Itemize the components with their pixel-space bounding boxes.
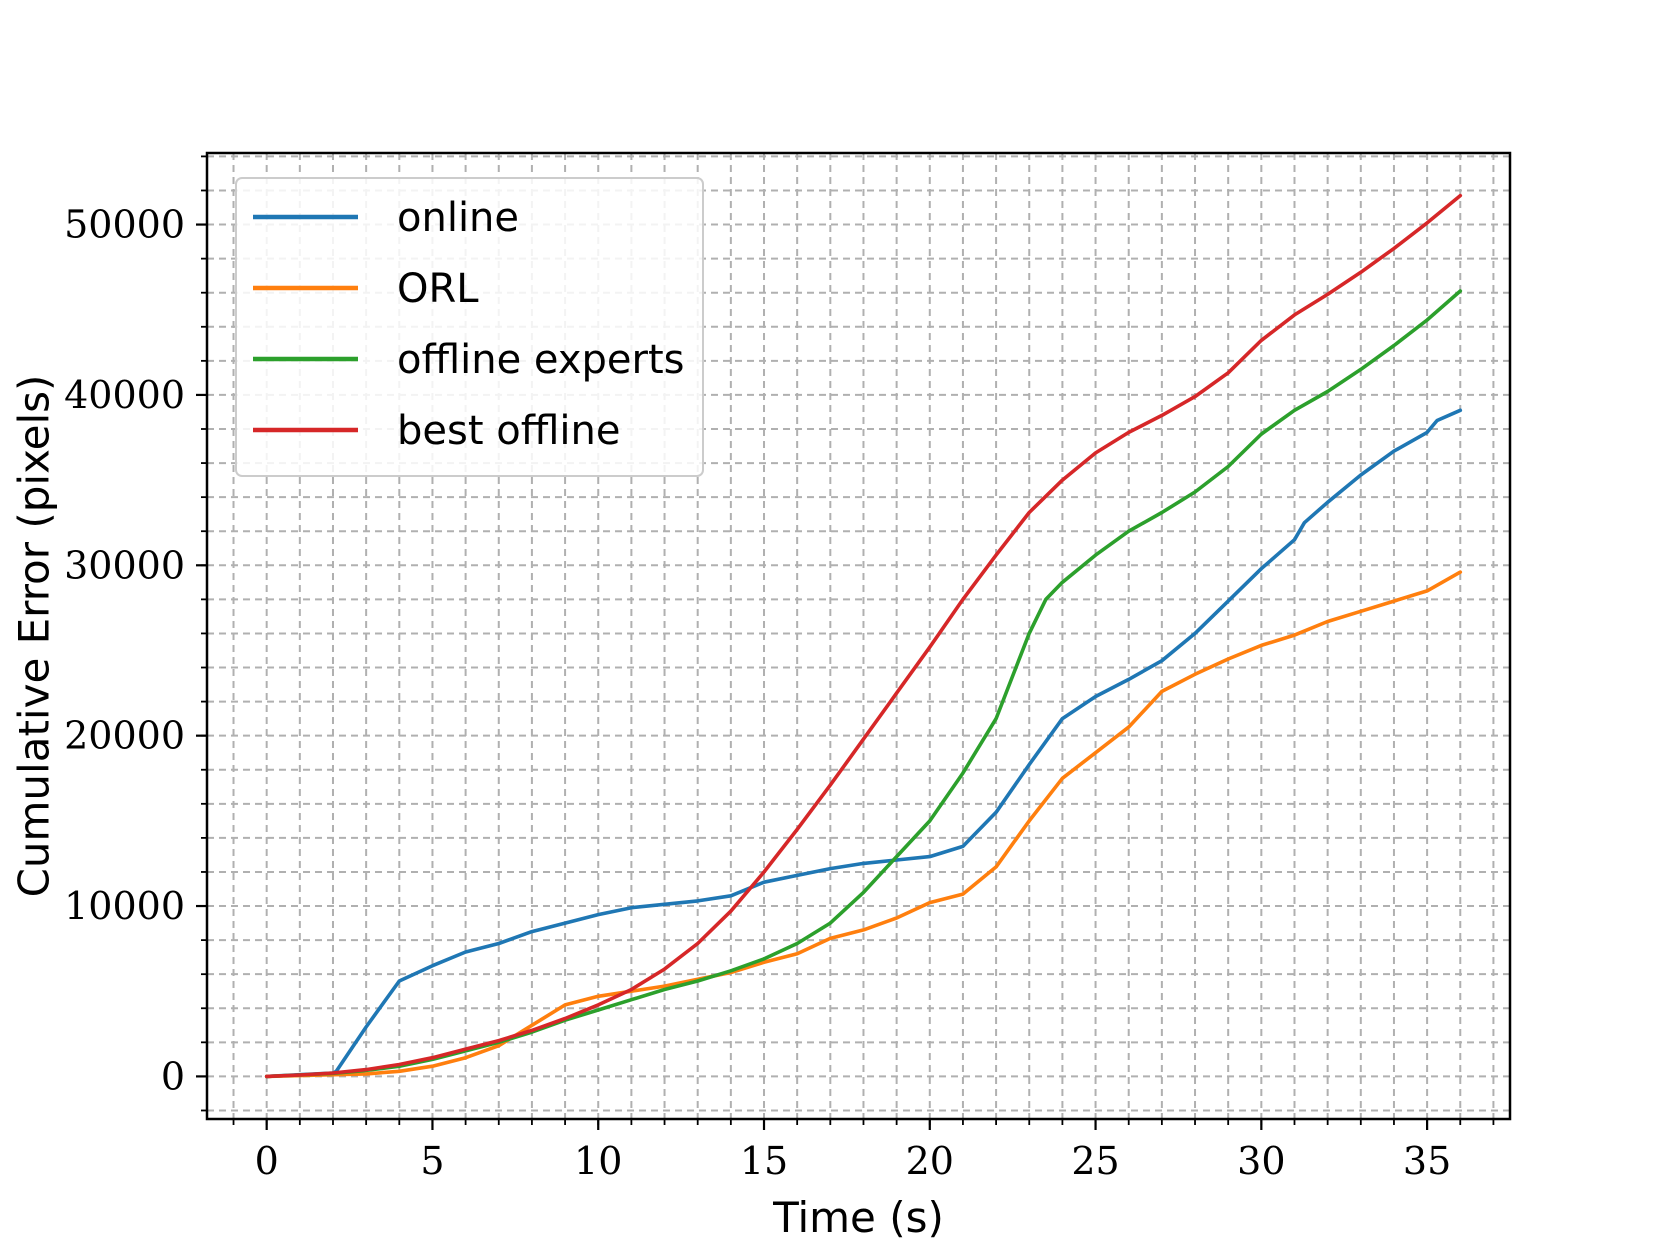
series-line-online xyxy=(264,408,1463,1079)
y-tick-label: 0 xyxy=(161,1054,185,1098)
x-tick-label: 20 xyxy=(906,1139,954,1183)
y-tick-label: 20000 xyxy=(64,714,185,758)
plot-frame xyxy=(205,151,1512,1121)
x-tick-label: 30 xyxy=(1237,1139,1285,1183)
x-tick-label: 5 xyxy=(420,1139,444,1183)
series-line-best-offline xyxy=(264,193,1463,1079)
legend-entries: online ORL offline experts best offline xyxy=(253,195,684,454)
tick-labels: 0 5 10 15 20 25 30 35 0 10000 20000 30000 40000 50000 xyxy=(64,203,1451,1183)
y-tick-label: 10000 xyxy=(64,884,185,928)
y-tick-label: 50000 xyxy=(64,203,185,247)
legend-box xyxy=(235,177,704,477)
x-tick-label: 25 xyxy=(1071,1139,1119,1183)
legend-label: offline experts xyxy=(397,337,684,383)
legend: online ORL offline experts best offline xyxy=(235,177,704,477)
legend-label: ORL xyxy=(397,266,479,312)
axis-ticks xyxy=(196,155,1495,1130)
y-axis-label: Cumulative Error (pixels) xyxy=(10,375,59,898)
legend-label: best offline xyxy=(397,408,620,454)
y-tick-label: 30000 xyxy=(64,543,185,587)
x-tick-label: 35 xyxy=(1403,1139,1451,1183)
legend-label: online xyxy=(397,195,519,241)
series-line-orl xyxy=(264,570,1463,1079)
series-lines xyxy=(264,193,1463,1079)
x-tick-label: 0 xyxy=(255,1139,279,1183)
x-tick-label: 15 xyxy=(740,1139,788,1183)
x-tick-label: 10 xyxy=(574,1139,622,1183)
x-axis-label: Time (s) xyxy=(772,1193,944,1242)
y-tick-label: 40000 xyxy=(64,373,185,417)
